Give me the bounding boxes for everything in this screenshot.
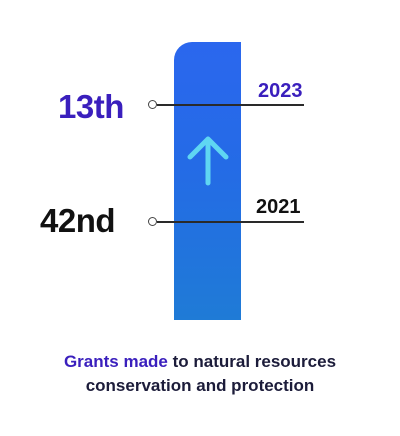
current-rank-marker	[148, 100, 157, 109]
previous-rank-line	[157, 221, 304, 223]
previous-rank: 42nd	[40, 202, 116, 239]
current-rank-line	[157, 104, 304, 106]
caption: Grants made to natural resources conserv…	[40, 350, 360, 398]
previous-rank-marker	[148, 217, 157, 226]
caption-highlight: Grants made	[63, 352, 168, 371]
up-arrow-icon	[187, 136, 229, 186]
caption-text: to natural resources conservation and pr…	[85, 352, 337, 395]
current-rank: 13th	[58, 88, 124, 125]
previous-year: 2021	[256, 196, 301, 218]
current-year: 2023	[258, 80, 303, 102]
